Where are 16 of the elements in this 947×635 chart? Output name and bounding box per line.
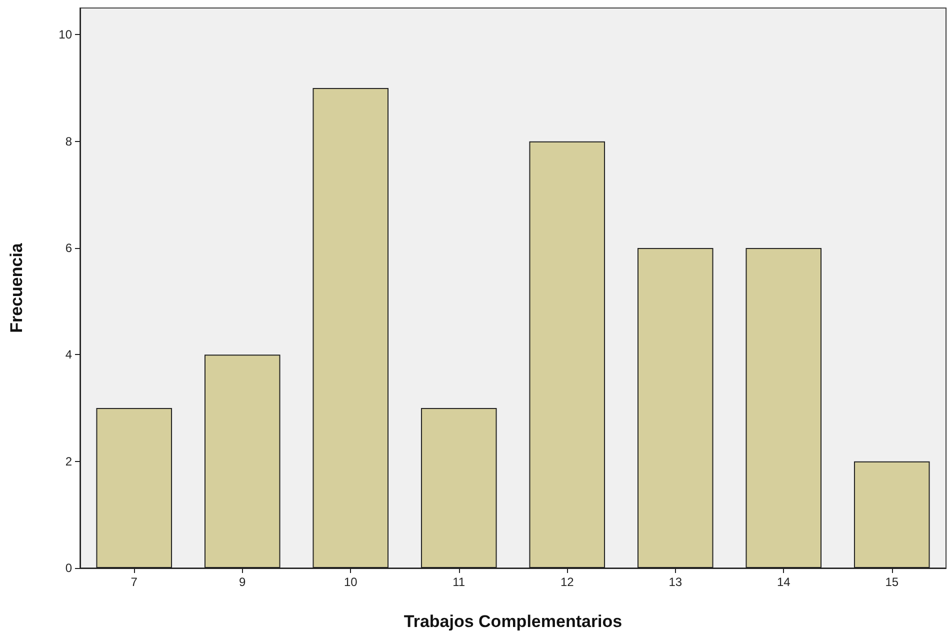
x-tick-label: 7 (130, 575, 138, 589)
y-tick-label: 10 (58, 28, 72, 42)
x-tick-label: 9 (239, 575, 246, 589)
y-axis-title: Frecuencia (7, 242, 26, 333)
y-tick-label: 4 (65, 348, 72, 362)
x-tick-label: 15 (885, 575, 899, 589)
x-axis-title: Trabajos Complementarios (404, 612, 622, 631)
y-tick-label: 6 (65, 241, 72, 255)
x-tick-label: 14 (776, 575, 791, 589)
x-tick-label: 11 (452, 575, 466, 589)
x-tick-label: 12 (560, 575, 574, 589)
y-tick-label: 2 (65, 454, 72, 468)
y-tick-label: 0 (65, 561, 72, 575)
y-tick-label: 8 (65, 134, 72, 148)
x-tick-label: 13 (668, 575, 682, 589)
x-tick-label: 10 (344, 575, 358, 589)
